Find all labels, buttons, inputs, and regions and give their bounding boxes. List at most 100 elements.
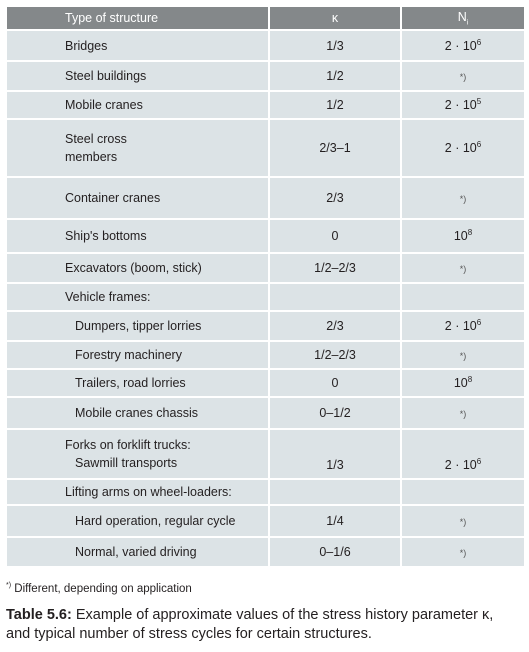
structure-cell: Lifting arms on wheel-loaders: xyxy=(5,478,270,506)
table-row: Normal, varied driving 0–1/6 *) xyxy=(5,536,526,568)
kappa-cell: 1/4 xyxy=(268,504,402,538)
n-cell: 108 xyxy=(400,368,526,398)
table-row: Dumpers, tipper lorries 2/3 2 · 106 xyxy=(5,310,526,342)
n-exponent: 8 xyxy=(467,228,473,238)
n-base: 10 xyxy=(453,229,468,244)
table-row: Forks on forklift trucks: Sawmill transpo… xyxy=(5,428,526,480)
n-exponent: 6 xyxy=(476,140,482,150)
structure-text: Steel cross xyxy=(65,132,127,146)
table-row: Mobile cranes 1/2 2 · 105 xyxy=(5,90,526,120)
table-row: Mobile cranes chassis 0–1/2 *) xyxy=(5,396,526,430)
table-row: Steel cross members 2/3–1 2 · 106 xyxy=(5,118,526,178)
footnote-text: Different, depending on application xyxy=(14,582,192,595)
kappa-cell: 1/2 xyxy=(268,90,402,120)
kappa-cell: 2/3 xyxy=(268,310,402,342)
kappa-cell xyxy=(268,478,402,506)
table-row: Lifting arms on wheel-loaders: xyxy=(5,478,526,506)
table-row: Container cranes 2/3 *) xyxy=(5,176,526,220)
table: Type of structure κ Ni Bridges 1/3 2 · 106… xyxy=(5,5,526,568)
table-row: Forestry machinery 1/2–2/3 *) xyxy=(5,340,526,370)
header-text: Type of structure xyxy=(65,11,159,25)
kappa-cell: 1/2–2/3 xyxy=(268,252,402,284)
kappa-value: 1/3 xyxy=(326,38,344,53)
kappa-cell: 0–1/6 xyxy=(268,536,402,568)
kappa-value: 1/3 xyxy=(326,458,344,472)
kappa-cell: 0 xyxy=(268,368,402,398)
structure-cell: Mobile cranes xyxy=(5,90,270,120)
n-cell xyxy=(400,282,526,312)
kappa-value: 1/4 xyxy=(326,514,344,528)
header-text: N xyxy=(457,9,467,24)
n-cell: *) xyxy=(400,176,526,220)
n-cell xyxy=(400,478,526,506)
table-row: Excavators (boom, stick) 1/2–2/3 *) xyxy=(5,252,526,284)
structure-text: Ship's bottoms xyxy=(65,229,147,243)
n-footnote-mark: *) xyxy=(459,194,467,204)
structure-cell: Ship's bottoms xyxy=(5,218,270,254)
n-exponent: 6 xyxy=(476,37,482,47)
structure-text: Steel buildings xyxy=(65,69,147,83)
structure-text: Trailers, road lorries xyxy=(75,376,186,390)
kappa-value: 1/2–2/3 xyxy=(314,348,356,362)
kappa-cell: 0–1/2 xyxy=(268,396,402,430)
n-exponent: 6 xyxy=(476,318,482,328)
n-base: 2 · 10 xyxy=(444,98,477,113)
kappa-value: 2/3 xyxy=(326,191,344,205)
n-base: 2 · 10 xyxy=(444,319,477,334)
structure-cell: Dumpers, tipper lorries xyxy=(5,310,270,342)
header-cell: κ xyxy=(268,5,402,31)
table-row: Steel buildings 1/2 *) xyxy=(5,60,526,92)
structure-cell: Hard operation, regular cycle xyxy=(5,504,270,538)
n-exponent: 6 xyxy=(476,456,482,466)
n-base: 2 · 10 xyxy=(444,141,477,156)
n-cell: 108 xyxy=(400,218,526,254)
n-cell: 2 · 106 xyxy=(400,118,526,178)
n-base: 2 · 10 xyxy=(444,39,477,54)
structure-text: Sawmill transports xyxy=(75,456,178,470)
structure-cell: Forestry machinery xyxy=(5,340,270,370)
kappa-cell: 0 xyxy=(268,218,402,254)
structure-cell: Trailers, road lorries xyxy=(5,368,270,398)
kappa-value: 2/3 xyxy=(326,319,344,333)
structure-cell: Excavators (boom, stick) xyxy=(5,252,270,284)
kappa-value: 0 xyxy=(331,376,339,390)
n-footnote-mark: *) xyxy=(459,264,467,274)
table-row: Ship's bottoms 0 108 xyxy=(5,218,526,254)
structure-text: Dumpers, tipper lorries xyxy=(75,319,202,333)
n-footnote-mark: *) xyxy=(459,351,467,361)
n-exponent: 5 xyxy=(476,97,482,107)
table-row: Bridges 1/3 2 · 106 xyxy=(5,29,526,62)
structure-text: Forestry machinery xyxy=(75,348,182,362)
n-footnote-mark: *) xyxy=(459,548,467,558)
structure-cell: Bridges xyxy=(5,29,270,62)
structure-cell: Vehicle frames: xyxy=(5,282,270,312)
kappa-value: 1/2 xyxy=(326,69,344,83)
kappa-cell: 1/3 xyxy=(268,428,402,480)
n-cell: *) xyxy=(400,504,526,538)
structure-text: Mobile cranes chassis xyxy=(75,406,198,420)
kappa-value: 0–1/2 xyxy=(319,406,351,420)
kappa-value: 0 xyxy=(331,229,339,243)
kappa-value: 2/3–1 xyxy=(319,141,351,155)
footnote-mark: *) xyxy=(6,582,12,589)
structure-text: Forks on forklift trucks: xyxy=(65,438,191,452)
n-footnote-mark: *) xyxy=(459,517,467,527)
structure-text: members xyxy=(65,150,118,164)
structure-text: Hard operation, regular cycle xyxy=(75,514,236,528)
kappa-value: 1/2 xyxy=(326,98,344,112)
header-row: Type of structure κ Ni xyxy=(5,5,526,31)
n-base: 10 xyxy=(453,376,468,391)
structure-text: Mobile cranes xyxy=(65,98,143,112)
n-cell: *) xyxy=(400,396,526,430)
kappa-value: 0–1/6 xyxy=(319,545,351,559)
n-base: 2 · 10 xyxy=(444,458,477,472)
structure-cell: Mobile cranes chassis xyxy=(5,396,270,430)
n-cell: *) xyxy=(400,340,526,370)
structure-cell: Steel buildings xyxy=(5,60,270,92)
n-exponent: 8 xyxy=(467,375,473,385)
kappa-cell: 1/3 xyxy=(268,29,402,62)
structure-text: Normal, varied driving xyxy=(75,545,197,559)
header-sub: i xyxy=(466,19,469,27)
structure-text: Bridges xyxy=(65,38,108,53)
structure-text: Lifting arms on wheel-loaders: xyxy=(65,485,232,499)
